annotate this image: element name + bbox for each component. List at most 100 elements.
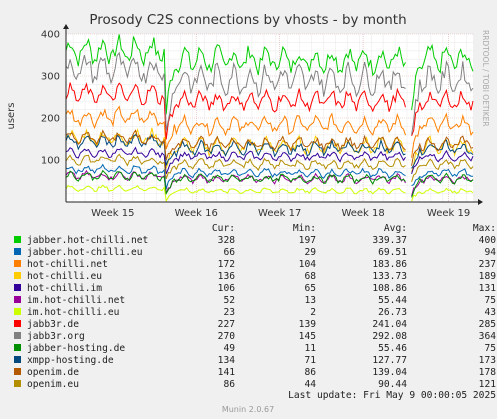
legend-value-avg: 108.86: [372, 283, 407, 294]
x-tick-label: Week 17: [258, 208, 301, 219]
legend-swatch: [14, 344, 21, 351]
legend-value-max: 75: [484, 295, 496, 306]
legend-value-max: 121: [479, 379, 497, 390]
legend-value-max: 189: [479, 271, 497, 282]
legend-value-max: 43: [484, 307, 496, 318]
legend-value-cur: 52: [223, 295, 235, 306]
legend-value-avg: 69.51: [378, 247, 407, 258]
legend-value-cur: 172: [218, 259, 235, 270]
legend-swatch: [14, 356, 21, 363]
legend-value-min: 139: [299, 319, 317, 330]
legend-series-name: jabber.hot-chilli.eu: [27, 247, 143, 258]
legend-value-min: 13: [304, 295, 316, 306]
legend-value-max: 178: [479, 367, 497, 378]
legend-value-cur: 227: [218, 319, 236, 330]
legend-value-cur: 136: [218, 271, 236, 282]
legend-value-max: 364: [479, 331, 497, 342]
legend-value-avg: 292.08: [372, 331, 407, 342]
legend-value-avg: 55.44: [378, 295, 407, 306]
series-line-jabb3r-org: [65, 51, 474, 135]
legend-value-max: 131: [479, 283, 497, 294]
y-tick-label: 300: [41, 72, 60, 83]
legend-series-name: im.hot-chilli.net: [27, 295, 125, 306]
legend-swatch: [14, 260, 21, 267]
legend-swatch: [14, 320, 21, 327]
series-line-hot-chilli-net: [65, 105, 474, 158]
legend-series-name: jabber.hot-chilli.net: [27, 235, 148, 246]
legend-value-min: 2: [310, 307, 316, 318]
legend-series-name: jabber-hosting.de: [27, 343, 125, 354]
legend: Cur: Min: Avg: Max: jabber.hot-chilli.net 328…: [14, 223, 496, 390]
legend-column-header: Cur:: [212, 223, 235, 234]
y-tick-label: 100: [41, 156, 60, 167]
legend-swatch: [14, 380, 21, 387]
legend-series-name: im.hot-chilli.eu: [27, 307, 119, 318]
legend-series-name: jabb3r.de: [27, 319, 79, 330]
legend-value-min: 11: [304, 343, 316, 354]
x-tick-label: Week 16: [175, 208, 218, 219]
last-update: Last update: Fri May 9 00:00:05 2025: [288, 390, 496, 401]
legend-swatch: [14, 284, 21, 291]
legend-value-cur: 86: [223, 379, 235, 390]
legend-value-max: 285: [479, 319, 496, 330]
legend-value-max: 94: [484, 247, 496, 258]
legend-value-max: 75: [484, 343, 496, 354]
x-tick-label: Week 15: [91, 208, 134, 219]
legend-value-min: 104: [299, 259, 317, 270]
legend-series-name: openim.eu: [27, 379, 79, 390]
legend-value-max: 400: [479, 235, 497, 246]
x-tick-label: Week 18: [341, 208, 384, 219]
legend-column-header: Max:: [473, 223, 496, 234]
munin-version: Munin 2.0.67: [222, 405, 274, 414]
legend-value-cur: 328: [218, 235, 236, 246]
rrdtool-credit: RRDTOOL / TOBI OETIKER: [481, 30, 490, 127]
series-line-im-hot-chilli-eu: [65, 184, 474, 203]
legend-value-avg: 55.46: [378, 343, 407, 354]
series-line-jabber-hosting-de: [65, 169, 474, 198]
legend-value-min: 65: [304, 283, 316, 294]
legend-value-cur: 134: [218, 355, 236, 366]
legend-swatch: [14, 236, 21, 243]
x-tick-label: Week 19: [427, 208, 470, 219]
legend-value-min: 86: [304, 367, 316, 378]
series-line-openim-eu: [65, 153, 474, 183]
legend-value-min: 197: [299, 235, 317, 246]
legend-series-name: xmpp-hosting.de: [27, 355, 114, 366]
legend-swatch: [14, 296, 21, 303]
legend-value-min: 29: [304, 247, 316, 258]
series-line-hot-chilli-im: [65, 146, 474, 175]
legend-value-max: 173: [479, 355, 497, 366]
legend-value-cur: 66: [223, 247, 235, 258]
series-line-jabber-hot-chilli-net: [65, 34, 474, 115]
y-tick-label: 400: [41, 30, 60, 41]
legend-value-avg: 139.04: [372, 367, 407, 378]
legend-value-min: 71: [304, 355, 316, 366]
series-line-jabb3r-de: [65, 82, 474, 140]
legend-series-name: openim.de: [27, 367, 79, 378]
legend-value-cur: 270: [218, 331, 236, 342]
legend-value-avg: 90.44: [378, 379, 407, 390]
legend-swatch: [14, 368, 21, 375]
legend-value-cur: 23: [223, 307, 235, 318]
y-axis-label: users: [6, 102, 17, 129]
legend-column-header: Avg:: [384, 223, 407, 234]
legend-series-name: hot-chilli.im: [27, 283, 102, 294]
series-lines: [65, 34, 474, 203]
legend-value-avg: 26.73: [378, 307, 407, 318]
legend-column-header: Min:: [293, 223, 316, 234]
chart-title: Prosody C2S connections by vhosts - by m…: [89, 12, 406, 28]
legend-value-max: 237: [479, 259, 497, 270]
legend-value-avg: 339.37: [372, 235, 407, 246]
legend-value-min: 68: [304, 271, 316, 282]
legend-value-min: 145: [299, 331, 316, 342]
series-line-jabber-hot-chilli-eu: [65, 163, 473, 190]
legend-value-avg: 241.04: [372, 319, 407, 330]
y-axis-arrow: [63, 24, 69, 29]
legend-value-cur: 141: [218, 367, 236, 378]
y-tick-label: 200: [41, 114, 60, 125]
x-axis-arrow: [478, 199, 483, 205]
legend-value-avg: 133.73: [372, 271, 407, 282]
legend-value-cur: 49: [223, 343, 235, 354]
legend-value-min: 44: [304, 379, 316, 390]
